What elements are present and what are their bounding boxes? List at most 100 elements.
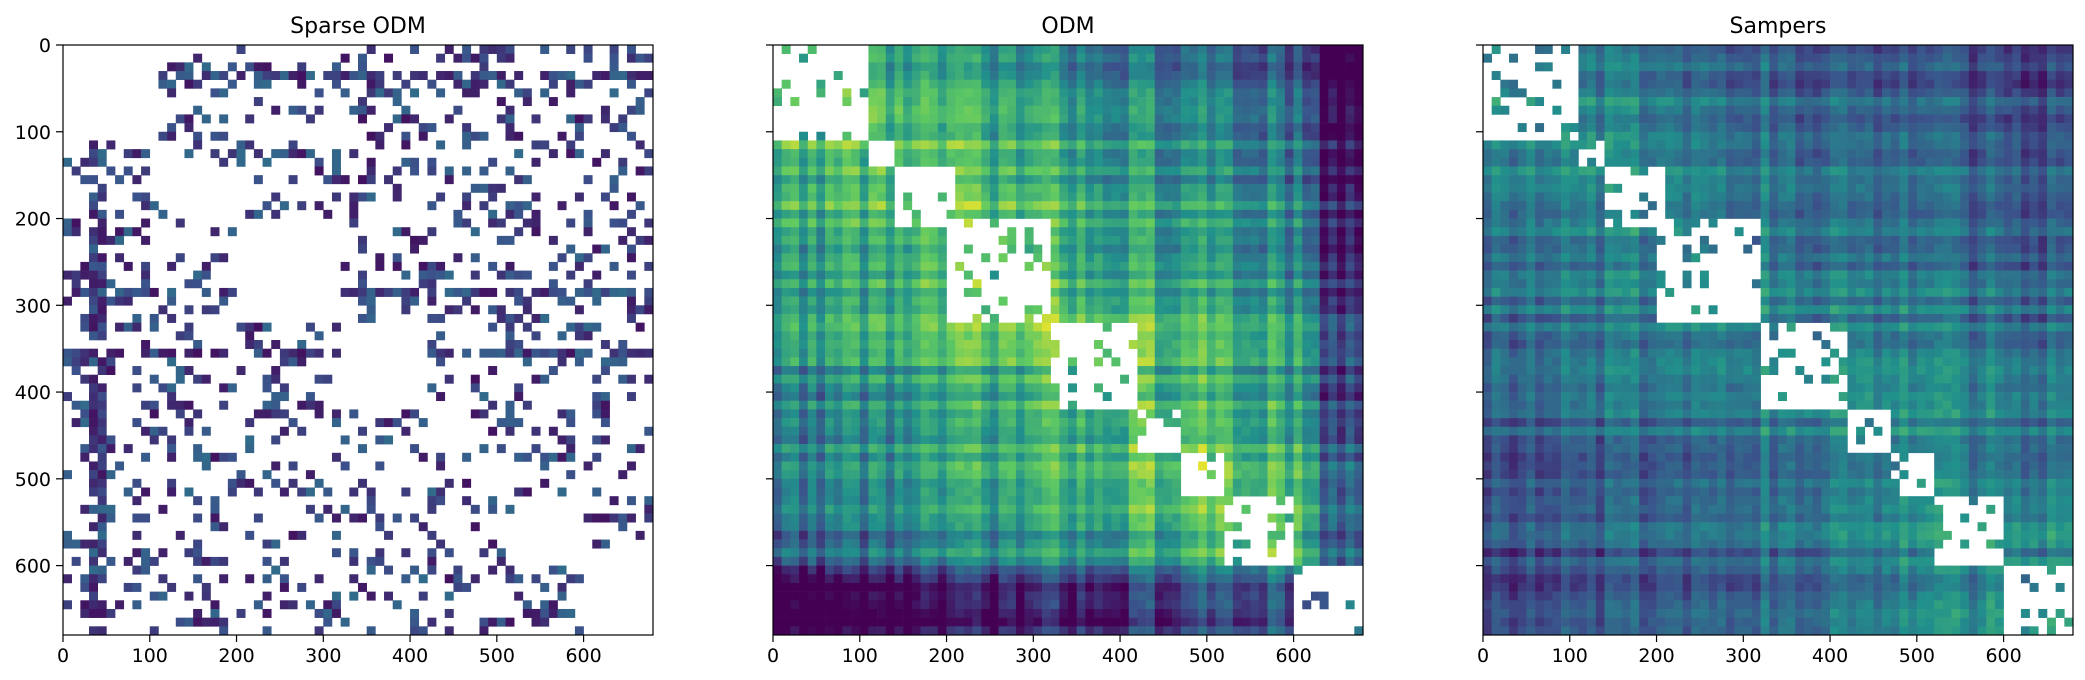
heatmap-cell	[1336, 357, 1346, 367]
heatmap-cell	[1345, 539, 1355, 549]
heatmap-cell	[1241, 218, 1251, 228]
heatmap-cell	[80, 175, 90, 185]
heatmap-cell	[106, 504, 116, 514]
heatmap-cell	[514, 88, 524, 98]
heatmap-cell	[781, 357, 791, 367]
heatmap-cell	[989, 62, 999, 72]
heatmap-cell	[557, 296, 567, 306]
heatmap-cell	[1024, 114, 1034, 124]
heatmap-cell	[1085, 88, 1095, 98]
heatmap-cell	[531, 574, 541, 584]
heatmap-cell	[989, 114, 999, 124]
heatmap-cell	[288, 478, 298, 488]
heatmap-cell	[175, 62, 185, 72]
heatmap-cell	[799, 53, 809, 63]
heatmap-cell	[955, 530, 965, 540]
heatmap-cell	[981, 357, 991, 367]
heatmap-cell	[903, 97, 913, 107]
heatmap-cell	[1258, 487, 1268, 497]
heatmap-cell	[1024, 227, 1034, 237]
heatmap-cell	[1319, 418, 1329, 428]
heatmap-cell	[1232, 296, 1242, 306]
heatmap-cell	[929, 461, 939, 471]
heatmap-cell	[1050, 418, 1060, 428]
heatmap-cell	[1336, 461, 1346, 471]
heatmap-cell	[600, 357, 610, 367]
heatmap-cell	[929, 253, 939, 263]
heatmap-cell	[149, 287, 159, 297]
heatmap-cell	[1319, 279, 1329, 289]
heatmap-cell	[1284, 322, 1294, 332]
heatmap-cell	[859, 305, 869, 315]
heatmap-cell	[1232, 470, 1242, 480]
heatmap-cell	[1111, 470, 1121, 480]
heatmap-cell	[340, 53, 350, 63]
heatmap-cell	[1007, 192, 1017, 202]
heatmap-cell	[583, 218, 593, 228]
heatmap-cell	[1206, 253, 1216, 263]
heatmap-cell	[946, 400, 956, 410]
heatmap-cell	[1284, 53, 1294, 63]
heatmap-cell	[132, 149, 142, 159]
heatmap-cell	[868, 123, 878, 133]
heatmap-cell	[1215, 157, 1225, 167]
heatmap-cell	[167, 131, 177, 141]
heatmap-cell	[773, 574, 782, 584]
heatmap-cell	[175, 71, 185, 81]
heatmap-cell	[1024, 62, 1034, 72]
heatmap-cell	[1041, 513, 1051, 523]
heatmap-cell	[859, 392, 869, 402]
heatmap-cell	[444, 114, 454, 124]
heatmap-cell	[574, 253, 584, 263]
heatmap-cell	[600, 400, 610, 410]
heatmap-cell	[245, 331, 255, 341]
heatmap-cell	[1015, 574, 1025, 584]
heatmap-cell	[1189, 313, 1199, 323]
heatmap-cell	[1015, 340, 1025, 349]
heatmap-cell	[972, 105, 982, 115]
heatmap-cell	[799, 582, 809, 592]
heatmap-cell	[1137, 114, 1147, 124]
heatmap-cell	[903, 279, 913, 289]
heatmap-cell	[618, 166, 628, 176]
heatmap-cell	[132, 582, 142, 592]
heatmap-cell	[1041, 392, 1051, 402]
heatmap-cell	[470, 79, 480, 89]
heatmap-cell	[1128, 565, 1138, 575]
heatmap-cell	[1302, 487, 1312, 497]
heatmap-cell	[1198, 331, 1208, 341]
heatmap-cell	[1276, 322, 1286, 332]
heatmap-cell	[773, 227, 782, 237]
heatmap-cell	[1328, 374, 1338, 384]
heatmap-cell	[314, 105, 324, 115]
heatmap-cell	[1319, 296, 1329, 306]
heatmap-cell	[1336, 504, 1346, 514]
heatmap-cell	[1198, 166, 1208, 176]
heatmap-cell	[989, 175, 999, 185]
heatmap-cell	[1163, 79, 1173, 89]
heatmap-cell	[1059, 504, 1069, 514]
heatmap-cell	[1024, 461, 1034, 471]
heatmap-cell	[1146, 270, 1156, 280]
heatmap-cell	[937, 426, 947, 436]
heatmap-cell	[618, 114, 628, 124]
heatmap-cell	[868, 435, 878, 445]
heatmap-cell	[781, 565, 791, 575]
heatmap-cell	[1310, 131, 1320, 141]
heatmap-cell	[1215, 192, 1225, 202]
heatmap-cell	[1154, 366, 1164, 376]
heatmap-cell	[1189, 244, 1199, 254]
heatmap-cell	[1085, 157, 1095, 167]
heatmap-cell	[97, 305, 107, 315]
heatmap-cell	[141, 287, 151, 297]
heatmap-cell	[1180, 71, 1190, 81]
heatmap-cell	[1328, 409, 1338, 419]
heatmap-cell	[1354, 400, 1364, 410]
heatmap-cell	[937, 305, 947, 315]
heatmap-cell	[1120, 513, 1130, 523]
heatmap-cell	[89, 357, 99, 367]
heatmap-cell	[470, 409, 480, 419]
heatmap-cell	[574, 131, 584, 141]
heatmap-cell	[1328, 313, 1338, 323]
heatmap-cell	[149, 322, 159, 332]
